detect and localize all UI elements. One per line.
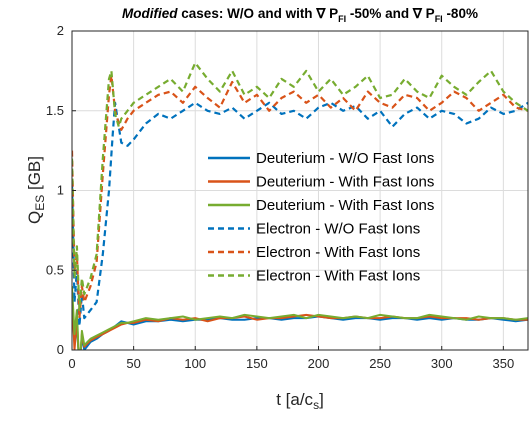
x-axis-label: t [a/cs] [276, 390, 324, 412]
y-axis-label: QES [GB] [25, 156, 47, 224]
legend-label: Electron - With Fast Ions [256, 268, 420, 285]
legend: Deuterium - W/O Fast Ions Deuterium - Wit… [208, 150, 434, 285]
legend-label: Deuterium - W/O Fast Ions [256, 150, 434, 167]
series-layer [72, 61, 528, 350]
ticks: 0 50 100 150 200 250 300 350 0 0.5 1 1.5 2 [46, 23, 514, 371]
x-tick-label: 50 [126, 356, 140, 371]
legend-label: Electron - With Fast Ions [256, 244, 420, 261]
legend-label: Deuterium - With Fast Ions [256, 197, 434, 214]
y-tick-label: 2 [57, 23, 64, 38]
y-tick-label: 0 [57, 342, 64, 357]
x-tick-label: 350 [492, 356, 514, 371]
series-line-3 [72, 286, 528, 350]
series-line-6 [72, 61, 528, 312]
y-tick-label: 1 [57, 183, 64, 198]
y-tick-label: 1.5 [46, 103, 64, 118]
series-line-2 [72, 294, 528, 350]
x-tick-label: 300 [431, 356, 453, 371]
x-tick-label: 250 [369, 356, 391, 371]
x-tick-label: 0 [68, 356, 75, 371]
series-line-4 [72, 101, 528, 328]
chart-title: Modified cases: W/O and with ∇ PFI -50% … [122, 6, 478, 24]
x-tick-label: 100 [184, 356, 206, 371]
legend-label: Electron - W/O Fast Ions [256, 221, 420, 238]
x-tick-label: 200 [308, 356, 330, 371]
y-tick-label: 0.5 [46, 262, 64, 277]
legend-label: Deuterium - With Fast Ions [256, 174, 434, 191]
x-tick-label: 150 [246, 356, 268, 371]
